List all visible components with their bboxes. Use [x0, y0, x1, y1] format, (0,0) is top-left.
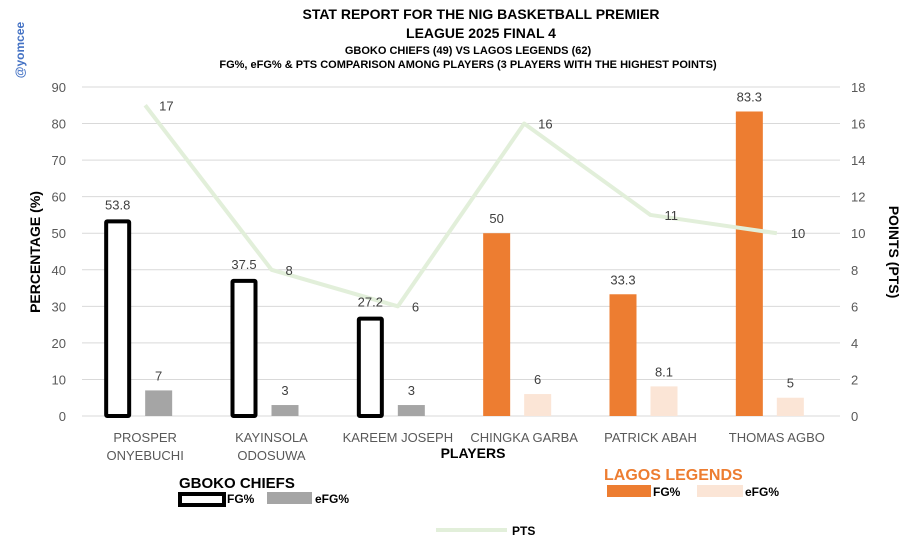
fg-bar — [356, 316, 384, 418]
efg-data-label: 7 — [155, 368, 162, 383]
fg-data-label: 50 — [489, 211, 503, 226]
chart-title-line2: LEAGUE 2025 FINAL 4 — [406, 25, 556, 41]
fg-data-label: 53.8 — [105, 197, 130, 212]
efg-data-label: 6 — [534, 372, 541, 387]
legend-lagos-efg-swatch — [697, 485, 743, 497]
efg-bar — [145, 390, 173, 416]
legend-lagos-efg-label: eFG% — [745, 485, 779, 499]
legend-lagos-fg-label: FG% — [653, 485, 681, 499]
y-tick-label: 60 — [52, 190, 66, 205]
chart-title-line1: STAT REPORT FOR THE NIG BASKETBALL PREMI… — [302, 6, 659, 22]
legend-pts: PTS — [436, 524, 535, 538]
y-tick-label: 50 — [52, 226, 66, 241]
pts-data-label: 11 — [665, 208, 679, 223]
legend-pts-label: PTS — [512, 524, 535, 538]
efg-data-label: 3 — [281, 383, 288, 398]
y2-tick-label: 6 — [851, 299, 858, 314]
fg-bar — [483, 233, 511, 416]
y-tick-label: 20 — [52, 336, 66, 351]
efg-bar — [524, 394, 552, 416]
efg-bar — [397, 405, 425, 416]
y2-tick-label: 10 — [851, 226, 865, 241]
y-tick-label: 30 — [52, 299, 66, 314]
legend-gboko: GBOKO CHIEFS FG% eFG% — [178, 475, 349, 507]
pts-data-label: 17 — [159, 98, 173, 113]
watermark: @yomcee — [13, 21, 27, 78]
category-label: CHINGKA GARBA — [470, 430, 578, 445]
y-tick-label: 40 — [52, 263, 66, 278]
y-tick-label: 10 — [52, 372, 66, 387]
chart-subtitle2: FG%, eFG% & PTS COMPARISON AMONG PLAYERS… — [219, 59, 717, 71]
fg-bar — [104, 219, 132, 418]
pts-data-label: 8 — [286, 263, 293, 278]
y2-tick-label: 18 — [851, 80, 865, 95]
legend-gboko-fg-label: FG% — [227, 492, 255, 506]
fg-data-label: 83.3 — [737, 89, 762, 104]
category-label: PATRICK ABAH — [604, 430, 697, 445]
x-axis-title: PLAYERS — [441, 445, 506, 461]
category-label: KAYINSOLA ODOSUWA — [235, 430, 308, 463]
pts-data-label: 16 — [538, 117, 552, 132]
efg-data-label: 5 — [787, 376, 794, 391]
y-axis-title: PERCENTAGE (%) — [27, 191, 43, 313]
y2-tick-label: 0 — [851, 409, 858, 424]
legend-gboko-title: GBOKO CHIEFS — [179, 475, 295, 492]
y2-tick-label: 16 — [851, 117, 865, 132]
efg-data-label: 8.1 — [655, 364, 673, 379]
pts-data-label: 6 — [412, 299, 419, 314]
efg-data-label: 3 — [408, 383, 415, 398]
fg-data-label: 27.2 — [358, 295, 383, 310]
category-label: THOMAS AGBO — [729, 430, 825, 445]
legend-gboko-fg-swatch — [178, 492, 226, 507]
y2-axis-title: POINTS (PTS) — [886, 206, 902, 299]
fg-data-label: 37.5 — [231, 257, 256, 272]
legend-lagos: LAGOS LEGENDS FG% eFG% — [604, 467, 779, 499]
efg-bar — [650, 386, 678, 416]
efg-bar — [776, 397, 804, 416]
legend-lagos-fg-swatch — [607, 485, 651, 497]
y-tick-label: 0 — [59, 409, 66, 424]
fg-bar — [609, 294, 637, 416]
legend-gboko-efg-swatch — [267, 492, 312, 504]
y-tick-label: 70 — [52, 153, 66, 168]
y2-tick-label: 12 — [851, 190, 865, 205]
legend-lagos-title: LAGOS LEGENDS — [604, 467, 743, 484]
y-tick-label: 80 — [52, 117, 66, 132]
fg-data-label: 33.3 — [610, 272, 635, 287]
pts-line — [143, 104, 778, 309]
y2-tick-label: 4 — [851, 336, 858, 351]
y2-tick-label: 8 — [851, 263, 858, 278]
efg-bar — [271, 405, 299, 416]
fg-bar — [735, 111, 763, 417]
legend-gboko-efg-label: eFG% — [315, 492, 349, 506]
chart-subtitle1: GBOKO CHIEFS (49) VS LAGOS LEGENDS (62) — [345, 45, 592, 57]
pts-data-label: 10 — [791, 226, 805, 241]
fg-bar — [230, 278, 258, 418]
category-label: PROSPER ONYEBUCHI — [107, 430, 184, 463]
y-tick-label: 90 — [52, 80, 66, 95]
y2-tick-label: 2 — [851, 372, 858, 387]
category-label: KAREEM JOSEPH — [343, 430, 454, 445]
y2-tick-label: 14 — [851, 153, 865, 168]
